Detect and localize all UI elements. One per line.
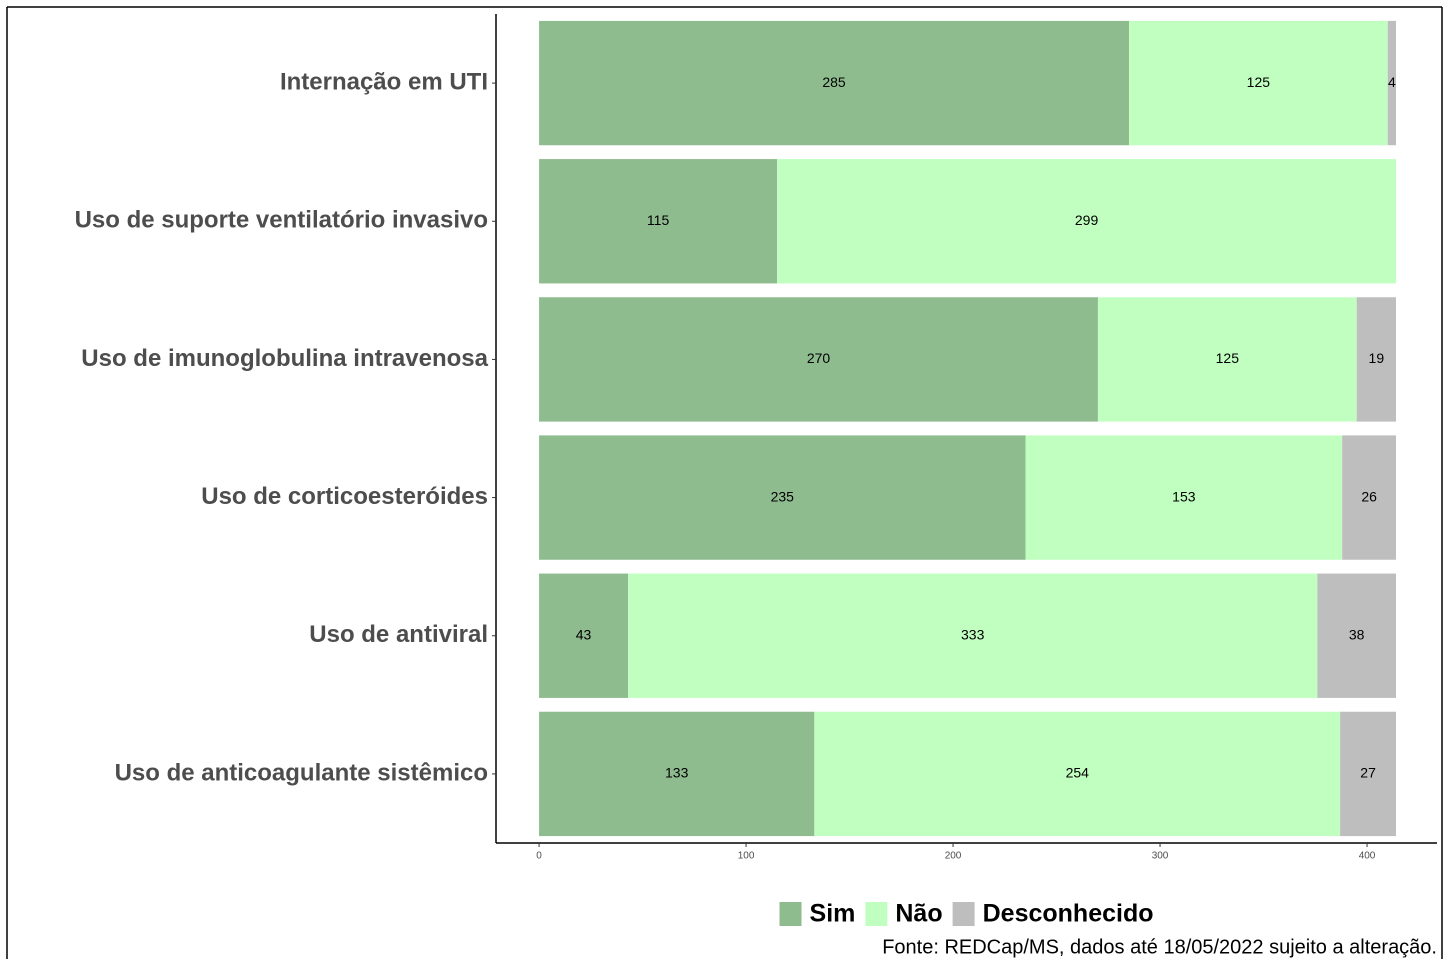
- bar-segment: [777, 159, 1397, 284]
- bar-segment: [1387, 20, 1397, 146]
- data-label: 133: [665, 765, 689, 781]
- data-label: 285: [822, 74, 846, 90]
- data-label: 4: [1388, 74, 1396, 90]
- data-label: 115: [647, 212, 670, 228]
- bar-segment: [1340, 711, 1397, 837]
- data-label: 235: [771, 488, 795, 504]
- x-tick-label: 300: [1152, 851, 1169, 862]
- data-label: 26: [1361, 488, 1377, 504]
- data-label: 38: [1349, 626, 1365, 642]
- x-tick-label: 400: [1359, 851, 1376, 862]
- caption: Fonte: REDCap/MS, dados até 18/05/2022 s…: [882, 936, 1437, 958]
- legend-swatch: [865, 902, 888, 926]
- y-tick-label: Uso de anticoagulante sistêmico: [115, 759, 488, 786]
- data-label: 43: [576, 626, 592, 642]
- bar-segment: [539, 711, 815, 837]
- data-label: 27: [1360, 765, 1376, 781]
- x-tick-label: 200: [945, 851, 962, 862]
- y-tick-label: Uso de corticoesteróides: [201, 483, 488, 510]
- data-label: 254: [1066, 765, 1090, 781]
- bar-segment: [539, 573, 629, 698]
- bar-segment: [539, 435, 1026, 560]
- data-label: 153: [1172, 488, 1196, 504]
- bar-segment: [814, 711, 1341, 837]
- legend-label: Sim: [810, 900, 856, 928]
- bar-segment: [539, 159, 778, 284]
- bar-segment: [628, 573, 1318, 698]
- x-tick-label: 0: [536, 851, 542, 862]
- data-label: 125: [1247, 74, 1271, 90]
- legend-swatch: [952, 902, 975, 926]
- legend-label: Desconhecido: [983, 900, 1154, 928]
- x-tick-label: 100: [738, 851, 755, 862]
- bar-segment: [1128, 20, 1388, 146]
- bar-segment: [1317, 573, 1397, 698]
- y-tick-label: Internação em UTI: [280, 68, 488, 95]
- bar-segment: [1025, 435, 1343, 560]
- data-label: 333: [961, 626, 985, 642]
- data-label: 299: [1075, 212, 1099, 228]
- data-label: 19: [1369, 350, 1385, 366]
- data-label: 270: [807, 350, 831, 366]
- bar-segment: [1356, 297, 1397, 422]
- bar-segment: [539, 297, 1098, 422]
- bar-segment: [539, 20, 1129, 146]
- y-tick-label: Uso de suporte ventilatório invasivo: [75, 207, 488, 234]
- bar-segment: [1342, 435, 1397, 560]
- legend-label: Não: [895, 900, 942, 928]
- y-tick-label: Uso de imunoglobulina intravenosa: [81, 345, 488, 372]
- y-tick-label: Uso de antiviral: [309, 621, 488, 648]
- bar-segment: [1097, 297, 1357, 422]
- data-label: 125: [1216, 350, 1240, 366]
- legend-swatch: [779, 902, 802, 926]
